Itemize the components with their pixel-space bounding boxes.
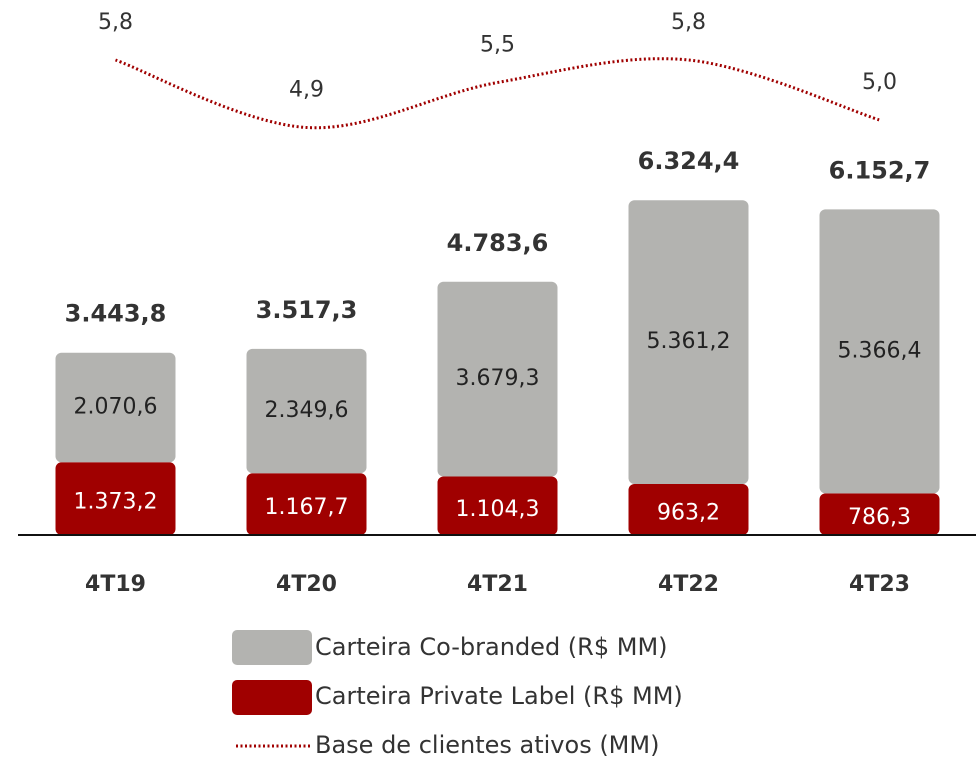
legend-label: Carteira Co-branded (R$ MM) [315, 633, 668, 661]
segment-label: 1.167,7 [265, 495, 349, 520]
line-value-label: 5,0 [862, 70, 897, 95]
bar-segment [246, 348, 367, 474]
legend-label: Carteira Private Label (R$ MM) [315, 682, 683, 710]
bar-segment [55, 352, 176, 463]
bar-segment [819, 493, 940, 535]
legend-label: Base de clientes ativos (MM) [315, 731, 659, 759]
segment-label: 1.104,3 [456, 497, 540, 522]
segment-label: 5.361,2 [647, 329, 731, 354]
total-label: 6.152,7 [829, 156, 931, 184]
total-label: 3.517,3 [256, 296, 358, 324]
segment-label: 2.070,6 [74, 395, 158, 420]
bar-segment [437, 476, 558, 535]
bar-segment [628, 484, 749, 535]
x-tick-label: 4T19 [85, 572, 146, 597]
line-value-label: 5,8 [671, 10, 706, 35]
segment-label: 963,2 [657, 501, 720, 526]
segment-label: 3.679,3 [456, 366, 540, 391]
line-value-label: 5,5 [480, 33, 515, 58]
legend: Carteira Co-branded (R$ MM) Carteira Pri… [232, 630, 683, 759]
x-tick-label: 4T22 [658, 572, 719, 597]
segment-label: 1.373,2 [74, 490, 158, 515]
legend-swatch [232, 680, 312, 715]
x-tick-label: 4T20 [276, 572, 337, 597]
total-label: 3.443,8 [65, 300, 167, 328]
line-series [114, 57, 880, 130]
total-label: 4.783,6 [447, 229, 549, 257]
segment-label: 786,3 [848, 505, 911, 530]
total-label: 6.324,4 [638, 147, 740, 175]
segment-label: 2.349,6 [265, 398, 349, 423]
line-value-label: 5,8 [98, 10, 133, 35]
bar-segment [55, 462, 176, 535]
segment-label: 5.366,4 [838, 338, 922, 363]
bar-segment [819, 209, 940, 494]
x-tick-label: 4T21 [467, 572, 528, 597]
bar-segment [246, 473, 367, 535]
bar-segment [437, 281, 558, 477]
legend-swatch [232, 630, 312, 665]
bar-segment [628, 200, 749, 485]
line-value-label: 4,9 [289, 78, 324, 103]
x-tick-label: 4T23 [849, 572, 910, 597]
